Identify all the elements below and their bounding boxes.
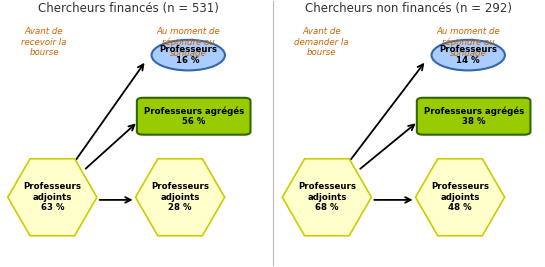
Text: Avant de
recevoir la
bourse: Avant de recevoir la bourse bbox=[21, 27, 67, 57]
Text: Professeurs
adjoints
28 %: Professeurs adjoints 28 % bbox=[151, 182, 209, 212]
Text: Professeurs
14 %: Professeurs 14 % bbox=[439, 45, 497, 65]
Polygon shape bbox=[8, 159, 97, 236]
Text: Professeurs
adjoints
68 %: Professeurs adjoints 68 % bbox=[298, 182, 356, 212]
Ellipse shape bbox=[432, 40, 505, 70]
Text: Au moment de
répondre au
sondage: Au moment de répondre au sondage bbox=[437, 27, 500, 58]
Text: Professeurs
16 %: Professeurs 16 % bbox=[159, 45, 217, 65]
Text: Au moment de
répondre au
sondage: Au moment de répondre au sondage bbox=[156, 27, 220, 58]
Text: Professeurs agrégés
38 %: Professeurs agrégés 38 % bbox=[423, 106, 524, 126]
Text: Chercheurs non financés (n = 292): Chercheurs non financés (n = 292) bbox=[305, 2, 512, 15]
Text: Professeurs
adjoints
63 %: Professeurs adjoints 63 % bbox=[23, 182, 81, 212]
Polygon shape bbox=[415, 159, 505, 236]
Polygon shape bbox=[136, 159, 225, 236]
FancyBboxPatch shape bbox=[417, 98, 530, 135]
Text: Chercheurs financés (n = 531): Chercheurs financés (n = 531) bbox=[38, 2, 219, 15]
Ellipse shape bbox=[152, 40, 225, 70]
Text: Professeurs agrégés
56 %: Professeurs agrégés 56 % bbox=[143, 106, 244, 126]
FancyBboxPatch shape bbox=[137, 98, 251, 135]
Text: Avant de
demander la
bourse: Avant de demander la bourse bbox=[294, 27, 349, 57]
Polygon shape bbox=[282, 159, 372, 236]
Text: Professeurs
adjoints
48 %: Professeurs adjoints 48 % bbox=[431, 182, 489, 212]
